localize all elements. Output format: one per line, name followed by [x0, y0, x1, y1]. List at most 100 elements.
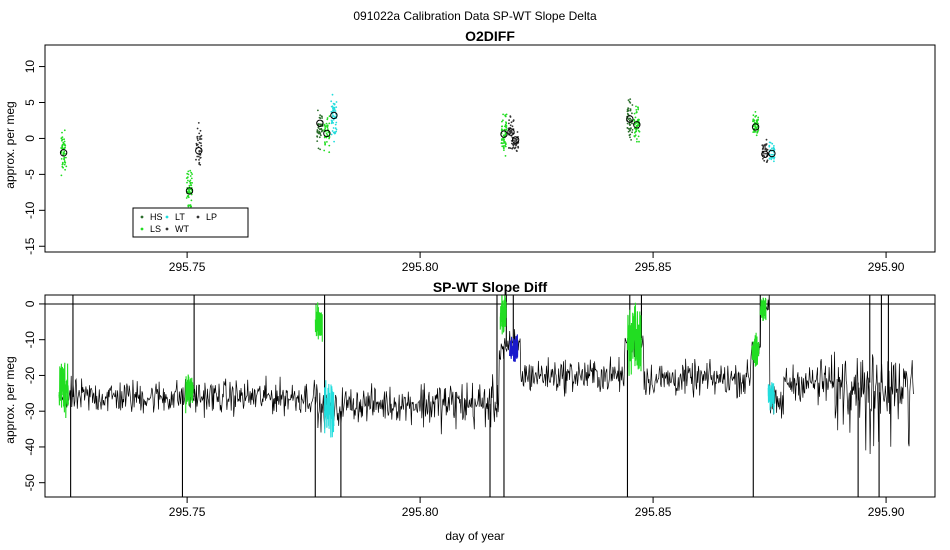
- data-point-ls: [756, 119, 758, 122]
- data-point-lt: [334, 127, 337, 130]
- data-point-ls: [634, 134, 637, 137]
- data-point-hs: [318, 136, 321, 139]
- data-point-hs: [317, 131, 319, 134]
- data-point-ls: [503, 142, 505, 144]
- data-point-ls: [752, 131, 755, 134]
- x-tick-label: 295.75: [169, 260, 206, 274]
- data-point-hs: [319, 148, 321, 151]
- data-point-wt: [196, 143, 198, 146]
- data-point-wt: [197, 155, 200, 158]
- data-point-lt: [773, 148, 776, 151]
- data-point-hs: [631, 122, 633, 125]
- data-point-ls: [755, 134, 758, 137]
- data-point-ls: [191, 182, 194, 184]
- data-point-lt: [771, 147, 773, 150]
- data-point-hs: [317, 123, 319, 126]
- y-tick-label: -50: [23, 474, 37, 492]
- legend-marker-lp: [196, 215, 200, 219]
- data-point-ls: [60, 137, 63, 140]
- data-point-wt: [198, 159, 200, 161]
- y-tick-label: -40: [23, 438, 37, 456]
- data-point-hs: [627, 127, 630, 130]
- data-point-ls: [502, 119, 504, 122]
- data-point-lt: [332, 127, 335, 129]
- mean-marker: [507, 128, 515, 136]
- data-point-ls: [61, 144, 64, 147]
- data-point-lt: [771, 142, 774, 145]
- data-point-ls: [63, 157, 65, 160]
- data-point-hs: [629, 136, 631, 139]
- data-point-ls: [190, 205, 193, 208]
- data-point-ls: [188, 204, 190, 207]
- data-point-wt: [200, 138, 203, 140]
- data-point-ls: [502, 140, 505, 142]
- data-point-lt: [330, 100, 333, 103]
- data-point-ls: [60, 174, 63, 177]
- data-point-lt: [334, 123, 337, 126]
- data-point-hs: [629, 98, 632, 100]
- data-point-ls: [189, 182, 192, 185]
- data-point-ls: [60, 158, 63, 160]
- data-point-lt: [334, 132, 337, 134]
- data-point-wt: [196, 127, 199, 130]
- data-point-ls: [501, 139, 503, 142]
- mean-marker: [59, 149, 68, 157]
- data-point-wt: [765, 161, 768, 164]
- data-point-ls: [504, 132, 507, 134]
- data-point-lt: [331, 115, 334, 117]
- data-point-ls: [187, 188, 190, 191]
- data-point-ls: [637, 124, 640, 127]
- data-point-hs: [320, 134, 322, 137]
- legend-marker-ls: [140, 227, 144, 231]
- data-point-ls: [635, 124, 638, 127]
- data-point-ls: [502, 145, 505, 147]
- data-point-ls: [63, 160, 66, 162]
- data-point-ls: [637, 135, 640, 138]
- data-point-ls: [326, 141, 328, 143]
- data-point-lt: [330, 119, 333, 122]
- o2diff-ylabel: approx. per meg: [3, 101, 17, 188]
- legend-label-hs: HS: [150, 212, 163, 222]
- data-point-ls: [62, 154, 65, 156]
- data-point-hs: [317, 109, 319, 112]
- data-point-ls: [755, 120, 758, 123]
- overlay-ls: [185, 374, 194, 414]
- page-title: 091022a Calibration Data SP-WT Slope Del…: [353, 9, 597, 23]
- data-point-hs: [629, 117, 632, 120]
- data-point-ls: [501, 120, 503, 123]
- mean-marker: [323, 129, 331, 138]
- slope-diff-xlabel: day of year: [445, 529, 504, 543]
- data-point-ls: [64, 146, 66, 149]
- mean-marker: [316, 119, 324, 128]
- overlay-ls: [759, 297, 767, 322]
- mean-marker: [751, 123, 760, 131]
- data-point-ls: [757, 116, 760, 119]
- data-point-hs: [631, 129, 634, 131]
- data-point-ls: [633, 112, 636, 115]
- data-point-hs: [627, 113, 630, 116]
- data-point-wt: [763, 144, 766, 147]
- data-point-ls: [187, 170, 190, 173]
- y-tick-label: 5: [23, 99, 37, 106]
- slope-diff-panel: SP-WT Slope Diff approx. per meg 295.75 2…: [3, 279, 936, 543]
- mean-marker: [626, 115, 634, 123]
- data-point-lt: [333, 106, 336, 109]
- data-point-ls: [633, 118, 635, 121]
- mean-marker: [330, 111, 338, 120]
- x-tick-label: 295.85: [635, 505, 672, 519]
- legend-box: [132, 207, 249, 238]
- data-point-ls: [326, 125, 329, 128]
- data-point-ls: [635, 105, 637, 108]
- x-tick-label: 295.80: [402, 260, 439, 274]
- data-point-lt: [332, 107, 334, 109]
- data-point-lt: [770, 153, 773, 156]
- data-point-ls: [500, 128, 503, 131]
- data-point-ls: [754, 125, 757, 128]
- data-point-ls: [635, 111, 638, 114]
- data-point-wt: [762, 157, 764, 160]
- data-point-wt: [199, 163, 202, 166]
- data-point-ls: [186, 195, 189, 198]
- data-point-hs: [317, 127, 320, 129]
- data-point-wt: [511, 125, 514, 128]
